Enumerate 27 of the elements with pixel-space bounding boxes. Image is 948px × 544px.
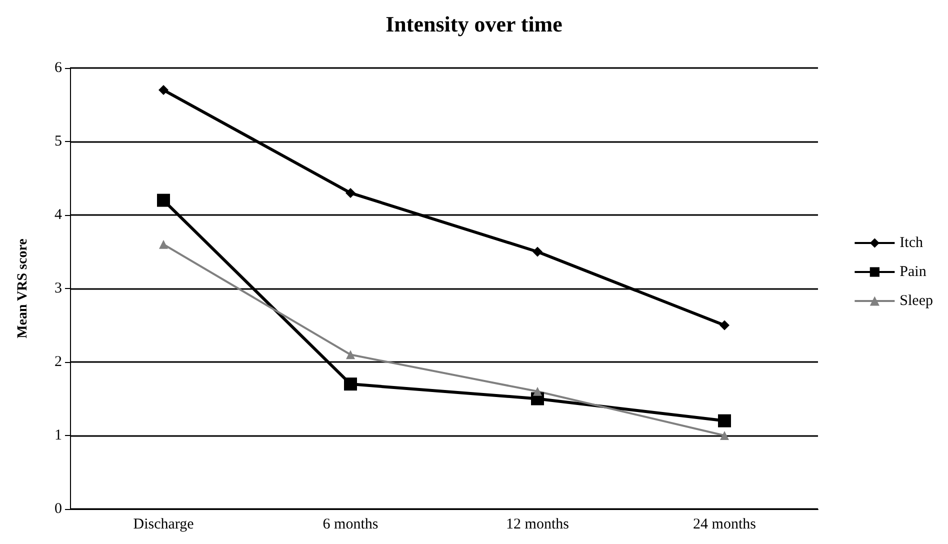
point	[532, 246, 542, 257]
y-tick-label: 1	[54, 428, 62, 444]
point	[159, 240, 168, 249]
y-axis-title: Mean VRS score	[16, 238, 30, 338]
y-tick-label: 0	[54, 501, 62, 517]
y-tick-label: 2	[54, 354, 62, 370]
y-tick-label: 4	[54, 207, 62, 223]
legend-label: Sleep	[900, 293, 934, 309]
y-tick-label: 5	[54, 134, 62, 150]
point	[533, 386, 542, 396]
point	[720, 320, 730, 330]
point	[344, 378, 357, 391]
point	[346, 188, 356, 198]
legend-label: Pain	[900, 264, 927, 280]
point	[718, 414, 731, 428]
x-tick-label: 6 months	[322, 516, 378, 532]
point	[157, 194, 170, 207]
point	[720, 431, 729, 440]
chart-title: Intensity over time	[386, 12, 563, 36]
y-tick-label: 6	[54, 60, 62, 76]
point	[346, 350, 355, 360]
x-tick-label: 12 months	[506, 516, 570, 532]
x-tick-label: Discharge	[133, 516, 194, 532]
point	[158, 85, 168, 96]
x-tick-label: 24 months	[693, 516, 756, 532]
y-tick-label: 3	[54, 280, 62, 296]
legend-label: Itch	[900, 235, 924, 251]
